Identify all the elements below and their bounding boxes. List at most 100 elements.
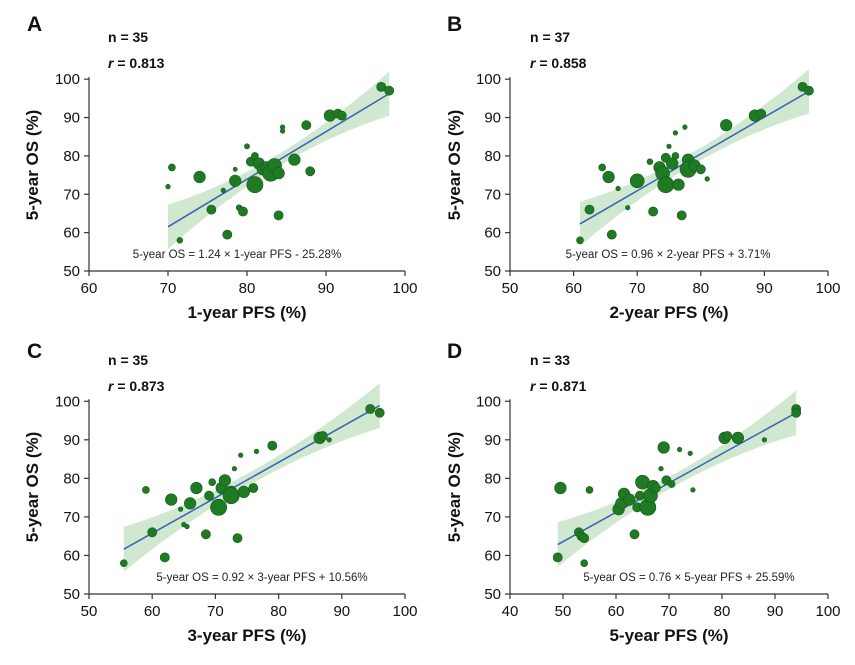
y-tick-label: 50 <box>63 586 80 603</box>
y-tick-label: 100 <box>55 393 80 410</box>
data-point <box>165 184 171 190</box>
data-point <box>672 178 685 191</box>
data-point <box>220 187 226 193</box>
r-value: = 0.871 <box>535 378 586 394</box>
x-tick-label: 70 <box>207 603 224 620</box>
data-point <box>246 176 264 194</box>
data-point <box>687 450 693 456</box>
regression-line <box>579 90 810 225</box>
y-axis-title: 5-year OS (%) <box>23 432 42 543</box>
data-point <box>272 167 285 180</box>
data-point <box>237 485 250 499</box>
panel-c: C 50 60 70 80 90 100 50 60 70 80 90 100 3-year PFS (%… <box>23 340 418 645</box>
x-tick-label: 70 <box>160 280 177 297</box>
x-tick-label: 70 <box>661 603 678 620</box>
data-point <box>305 166 316 177</box>
x-tick-label: 50 <box>502 280 519 297</box>
regression-line <box>557 412 797 546</box>
data-point <box>253 448 260 455</box>
data-point <box>629 173 645 189</box>
data-point <box>722 431 733 441</box>
data-point <box>761 437 768 443</box>
data-point <box>650 483 661 493</box>
data-point <box>625 205 631 211</box>
data-point <box>629 529 640 540</box>
data-point <box>120 559 128 568</box>
data-point <box>576 236 584 245</box>
y-tick-label: 80 <box>484 148 501 165</box>
data-point <box>184 523 190 530</box>
n-label: n = 35 <box>108 352 148 368</box>
y-tick-label: 60 <box>484 547 501 564</box>
x-tick-label: 100 <box>392 280 417 297</box>
data-point <box>208 478 216 487</box>
x-tick-label: 90 <box>767 603 784 620</box>
r-label: r = 0.873 <box>108 378 165 394</box>
y-tick-label: 90 <box>63 110 80 127</box>
x-tick-label: 90 <box>333 603 350 620</box>
data-point <box>222 487 240 505</box>
data-point <box>384 85 395 96</box>
data-point <box>218 474 231 487</box>
x-tick-label: 90 <box>756 280 773 297</box>
y-tick-label: 100 <box>476 393 501 410</box>
data-point <box>646 158 654 165</box>
panel-letter: C <box>27 340 42 363</box>
data-point <box>602 170 615 184</box>
data-point <box>690 487 696 493</box>
data-point <box>232 166 238 172</box>
r-label: r = 0.858 <box>530 55 587 71</box>
r-value: = 0.873 <box>113 378 164 394</box>
y-tick-label: 90 <box>484 432 501 449</box>
r-value: = 0.858 <box>535 55 586 71</box>
data-point <box>176 237 184 244</box>
data-point <box>222 229 233 240</box>
x-tick-label: 40 <box>502 603 519 620</box>
y-tick-label: 50 <box>484 586 501 603</box>
data-point <box>229 174 242 187</box>
r-label: r = 0.813 <box>108 55 165 71</box>
x-tick-label: 80 <box>270 603 287 620</box>
y-tick-label: 100 <box>476 71 501 88</box>
data-point <box>193 170 206 184</box>
n-label: n = 35 <box>108 29 148 45</box>
data-point <box>657 176 675 194</box>
y-tick-label: 50 <box>63 263 80 280</box>
x-tick-label: 100 <box>815 603 840 620</box>
y-axis-title: 5-year OS (%) <box>23 110 42 221</box>
data-point <box>184 497 197 510</box>
data-point <box>238 452 244 458</box>
data-point <box>635 490 645 501</box>
data-point <box>682 124 688 130</box>
data-point <box>248 483 259 493</box>
data-point <box>142 486 150 494</box>
data-point <box>579 533 590 543</box>
y-tick-label: 60 <box>484 225 501 242</box>
r-label: r = 0.871 <box>530 378 587 394</box>
data-point <box>658 466 664 472</box>
data-point <box>210 498 228 516</box>
r-symbol: r <box>108 55 115 71</box>
y-tick-label: 90 <box>63 432 80 449</box>
data-point <box>374 407 385 418</box>
y-tick-label: 90 <box>484 110 501 127</box>
data-point <box>756 108 767 119</box>
x-tick-label: 50 <box>555 603 572 620</box>
x-tick-label: 100 <box>815 280 840 297</box>
x-axis-title: 1-year PFS (%) <box>187 303 306 322</box>
y-tick-label: 60 <box>63 547 80 564</box>
data-point <box>280 128 286 134</box>
r-symbol: r <box>530 55 537 71</box>
y-tick-label: 60 <box>63 225 80 242</box>
n-label: n = 37 <box>530 29 570 45</box>
data-point <box>804 85 814 96</box>
data-point <box>365 404 376 414</box>
r-symbol: r <box>108 378 115 394</box>
x-axis-title: 3-year PFS (%) <box>187 626 306 645</box>
panel-b: B 50 60 70 80 90 100 50 60 70 80 90 100 2-year PFS (%… <box>445 13 841 322</box>
data-point <box>231 466 237 472</box>
data-point <box>704 176 710 182</box>
